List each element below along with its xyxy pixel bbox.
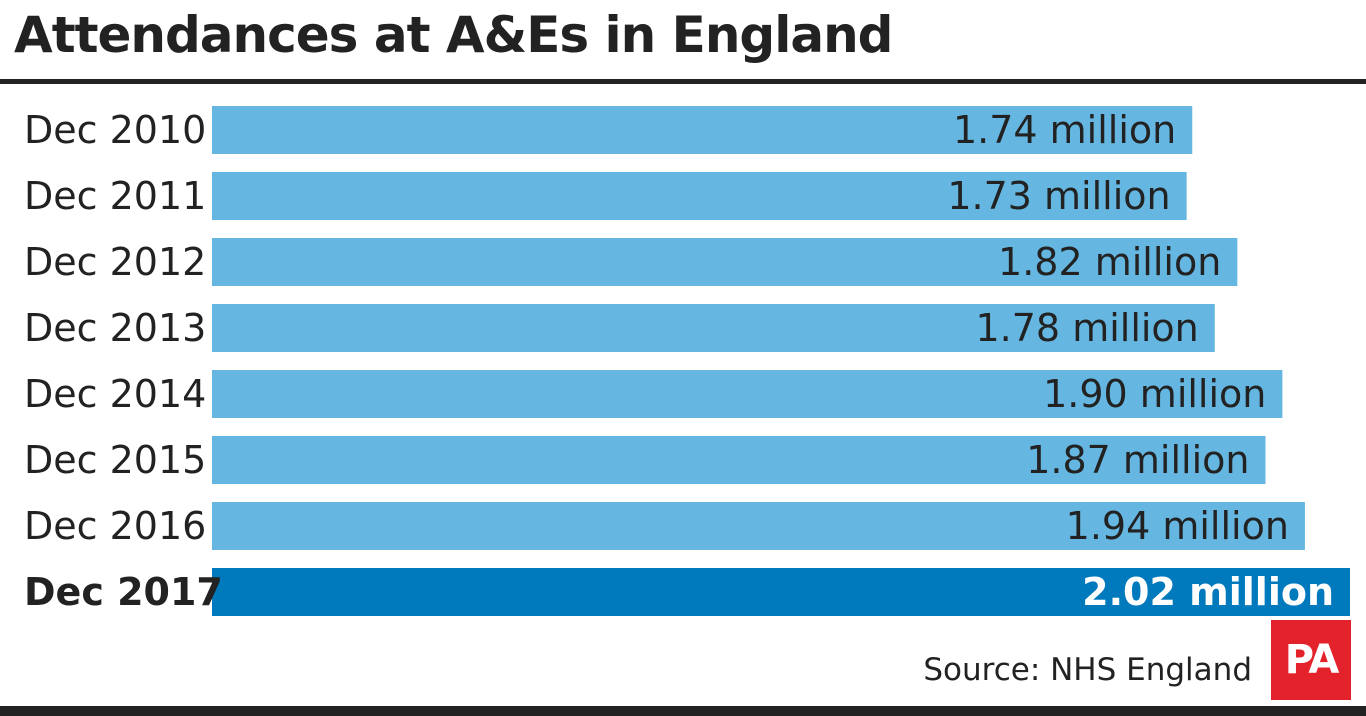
value-label-dec-2012: 1.82 million (998, 240, 1221, 284)
value-label-dec-2011: 1.73 million (947, 174, 1170, 218)
category-label-dec-2014: Dec 2014 (24, 372, 206, 416)
bar-dec-2014 (212, 370, 1283, 418)
pa-logo: PA (1271, 620, 1351, 700)
value-label-dec-2017: 2.02 million (1082, 570, 1334, 614)
bar-dec-2016 (212, 502, 1305, 550)
bar-dec-2011 (212, 172, 1187, 220)
title-rule (0, 79, 1366, 84)
value-label-dec-2015: 1.87 million (1026, 438, 1249, 482)
source-note: Source: NHS England (923, 652, 1252, 688)
value-label-dec-2013: 1.78 million (976, 306, 1199, 350)
bar-dec-2013 (212, 304, 1215, 352)
category-label-dec-2011: Dec 2011 (24, 174, 206, 218)
chart-title: Attendances at A&Es in England (14, 6, 893, 64)
category-label-dec-2013: Dec 2013 (24, 306, 206, 350)
bottom-rule (0, 706, 1366, 716)
category-label-dec-2015: Dec 2015 (24, 438, 206, 482)
category-label-dec-2012: Dec 2012 (24, 240, 206, 284)
value-label-dec-2014: 1.90 million (1043, 372, 1266, 416)
category-label-dec-2017: Dec 2017 (24, 570, 223, 614)
bar-dec-2015 (212, 436, 1266, 484)
category-label-dec-2016: Dec 2016 (24, 504, 206, 548)
value-label-dec-2010: 1.74 million (953, 108, 1176, 152)
bar-dec-2010 (212, 106, 1193, 154)
bar-dec-2012 (212, 238, 1238, 286)
category-label-dec-2010: Dec 2010 (24, 108, 206, 152)
value-label-dec-2016: 1.94 million (1066, 504, 1289, 548)
bar-dec-2017 (212, 568, 1350, 616)
